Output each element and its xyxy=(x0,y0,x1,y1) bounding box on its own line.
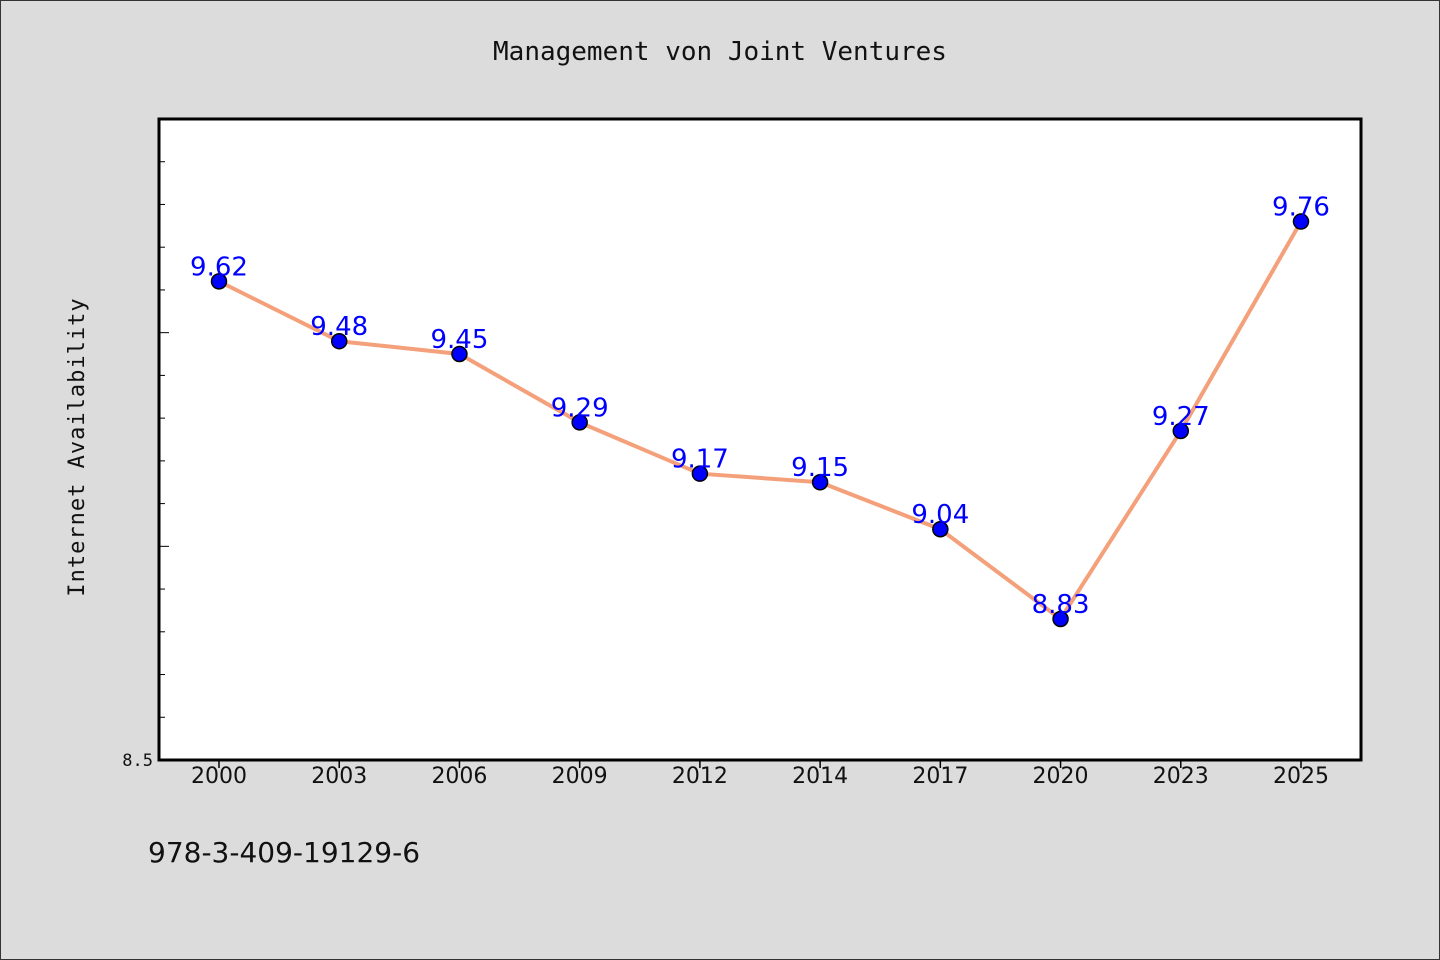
data-point xyxy=(1172,422,1190,440)
data-point xyxy=(932,520,949,538)
data-label: 9.29 xyxy=(551,393,609,423)
x-tick-label: 2023 xyxy=(1153,764,1209,789)
data-label: 9.48 xyxy=(310,312,368,342)
data-point xyxy=(1292,213,1310,230)
data-point xyxy=(210,273,228,290)
data-label: 9.76 xyxy=(1272,193,1330,223)
plot-area xyxy=(157,117,1363,762)
data-label: 9.04 xyxy=(911,500,969,530)
data-label-layer: 9.62 9.48 9.45 9.29 9.17 9.15 9.04 8.83 9.27 9.76 xyxy=(190,193,1330,620)
data-label: 9.27 xyxy=(1152,402,1210,432)
y-axis-ticks: 8.5 xyxy=(122,118,169,771)
x-tick-label: 2003 xyxy=(311,764,367,789)
marker-layer xyxy=(210,213,1310,628)
x-tick-label: 2020 xyxy=(1033,764,1089,789)
y-tick-label: 8.5 xyxy=(122,751,153,771)
data-point xyxy=(571,414,588,431)
data-label: 8.83 xyxy=(1032,590,1090,620)
data-point xyxy=(451,345,468,363)
footer-isbn: 978-3-409-19129-6 xyxy=(148,836,420,869)
x-tick-label: 2017 xyxy=(912,764,968,789)
x-tick-label: 2000 xyxy=(191,764,247,789)
x-tick-label: 2009 xyxy=(552,764,608,789)
x-tick-label: 2012 xyxy=(672,764,728,789)
data-label: 9.45 xyxy=(430,325,488,355)
series-line xyxy=(218,220,1303,621)
x-axis-ticks: 2000 2003 2006 2009 2012 2014 2017 2020 2023 2025 xyxy=(191,760,1329,789)
data-label: 9.62 xyxy=(190,252,248,282)
data-point xyxy=(811,473,829,491)
x-tick-label: 2006 xyxy=(431,764,487,789)
series-layer xyxy=(218,220,1303,621)
data-point xyxy=(691,465,709,482)
data-point xyxy=(1052,610,1069,628)
data-point xyxy=(330,332,348,350)
x-tick-label: 2014 xyxy=(792,764,848,789)
data-label: 9.15 xyxy=(791,453,849,483)
x-tick-label: 2025 xyxy=(1273,764,1329,789)
chart-title: Management von Joint Ventures xyxy=(493,37,947,67)
data-label: 9.17 xyxy=(671,445,729,475)
y-axis-label: Internet Availability xyxy=(65,297,90,596)
